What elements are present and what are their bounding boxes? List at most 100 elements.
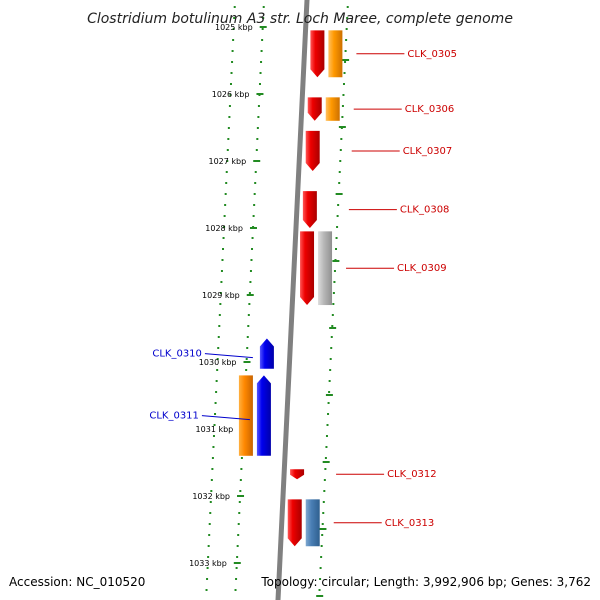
outer-left-track-dot — [212, 446, 215, 448]
minor-tick — [329, 327, 337, 329]
inner-left-track-dot — [249, 281, 252, 283]
outer-left-track-dot — [228, 116, 231, 118]
outer-right-track-dot — [327, 413, 330, 415]
kbp-tick-label: 1026 kbp — [212, 90, 250, 99]
outer-left-track-dot — [232, 28, 235, 30]
inner-left-track-dot — [240, 468, 243, 470]
gene-leader-line — [201, 415, 250, 421]
kbp-tick — [256, 93, 264, 95]
outer-left-track-dot — [216, 369, 219, 371]
kbp-tick — [233, 562, 241, 564]
cog-category-bar — [328, 30, 343, 78]
outer-left-track-dot — [207, 556, 210, 558]
gene-leader-line — [204, 353, 253, 359]
outer-left-track-dot — [214, 402, 217, 404]
genes — [238, 30, 343, 547]
outer-right-track-dot — [337, 204, 340, 206]
gene-arrow[interactable] — [307, 97, 322, 121]
inner-left-track-dot — [246, 347, 249, 349]
inner-left-track-dot — [235, 578, 238, 580]
outer-left-track-dot — [230, 72, 233, 74]
outer-left-track-dot — [225, 182, 228, 184]
minor-tick — [319, 528, 327, 530]
outer-right-track-dot — [342, 83, 345, 85]
minor-tick — [342, 59, 350, 61]
kbp-tick — [259, 26, 267, 28]
gene-label[interactable]: CLK_0306 — [405, 104, 455, 115]
outer-right-track-dot — [322, 501, 325, 503]
gene-arrow[interactable] — [310, 30, 325, 78]
inner-left-track-dot — [238, 501, 241, 503]
outer-right-track-dot — [338, 171, 341, 173]
inner-left-track-dot — [259, 72, 262, 74]
outer-left-track-dot — [223, 215, 226, 217]
inner-left-track-dot — [256, 138, 259, 140]
outer-right-track-dot — [346, 6, 349, 8]
gene-arrow[interactable] — [302, 191, 317, 228]
outer-right-track-dot — [332, 292, 335, 294]
outer-left-track-dot — [231, 61, 234, 63]
inner-left-track-dot — [235, 567, 238, 569]
outer-right-track-dot — [340, 138, 343, 140]
inner-left-track-dot — [250, 259, 253, 261]
gene-label[interactable]: CLK_0312 — [387, 469, 437, 480]
outer-right-track-dot — [336, 215, 339, 217]
inner-left-track-dot — [255, 149, 258, 151]
outer-right-track-dot — [343, 72, 346, 74]
gene-label[interactable]: CLK_0313 — [385, 518, 435, 529]
gene-label[interactable]: CLK_0308 — [400, 205, 450, 216]
gene-label[interactable]: CLK_0309 — [397, 263, 447, 274]
outer-right-track-dot — [345, 39, 348, 41]
outer-left-track-dot — [220, 281, 223, 283]
gene-label[interactable]: CLK_0307 — [403, 146, 453, 157]
gene-arrow[interactable] — [300, 231, 315, 306]
outer-right-track-dot — [331, 314, 334, 316]
inner-left-track-dot — [236, 545, 239, 547]
gene-labels: CLK_0305 CLK_0306 CLK_0307 CLK_0308 CLK_0309… — [149, 49, 457, 529]
kbp-tick — [246, 294, 254, 296]
outer-right-track-dot — [321, 534, 324, 536]
kbp-ticks: 1025 kbp 1026 kbp 1027 kbp 1028 kbp 1029 kbp… — [189, 23, 350, 597]
outer-right-track-dot — [319, 567, 322, 569]
gene-arrow[interactable] — [259, 338, 274, 369]
gene-label[interactable]: CLK_0310 — [152, 349, 202, 360]
gene-arrow[interactable] — [305, 130, 320, 172]
outer-right-track-dot — [325, 435, 328, 437]
outer-right-track-dot — [341, 105, 344, 107]
outer-left-track-dot — [223, 226, 226, 228]
inner-left-track-dot — [262, 6, 265, 8]
outer-right-track-dot — [328, 391, 331, 393]
gene-arrow[interactable] — [290, 469, 305, 480]
gene-arrow[interactable] — [287, 499, 302, 547]
gene-arrow[interactable] — [256, 375, 271, 456]
outer-right-track-dot — [336, 226, 339, 228]
inner-left-track-dot — [252, 215, 255, 217]
outer-left-track-dot — [206, 578, 209, 580]
gene-label[interactable]: CLK_0311 — [149, 411, 199, 422]
inner-left-track-dot — [239, 479, 242, 481]
inner-left-track-dot — [238, 512, 241, 514]
minor-tick — [335, 193, 343, 195]
inner-left-track-dot — [246, 336, 249, 338]
kbp-tick-label: 1032 kbp — [192, 492, 230, 501]
inner-left-track-dot — [248, 303, 251, 305]
outer-left-track-dot — [211, 457, 214, 459]
outer-right-track-dot — [323, 490, 326, 492]
inner-left-track-dot — [257, 105, 260, 107]
outer-left-track-dot — [225, 171, 228, 173]
outer-left-track-dot — [221, 259, 224, 261]
inner-left-track-dot — [262, 17, 265, 19]
outer-left-track-dot — [209, 501, 212, 503]
outer-left-track-dot — [208, 523, 211, 525]
inner-left-track-dot — [253, 193, 256, 195]
outer-left-track-dot — [216, 358, 219, 360]
kbp-tick-label: 1030 kbp — [199, 358, 237, 367]
gene-label[interactable]: CLK_0305 — [407, 49, 457, 60]
outer-left-track-dot — [232, 39, 235, 41]
outer-right-track-dot — [320, 556, 323, 558]
outer-left-track-dot — [210, 479, 213, 481]
outer-right-track-dot — [322, 512, 325, 514]
kbp-tick — [243, 361, 251, 363]
cog-category-bar — [325, 97, 340, 121]
kbp-tick-label: 1025 kbp — [215, 23, 253, 32]
